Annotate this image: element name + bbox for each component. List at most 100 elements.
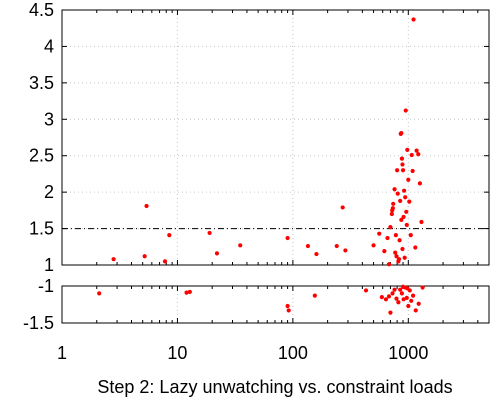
data-point xyxy=(404,222,409,228)
data-point xyxy=(403,108,408,113)
data-point xyxy=(379,295,384,300)
data-point xyxy=(392,187,397,192)
data-point xyxy=(406,177,411,182)
data-point xyxy=(395,168,400,173)
y-tick-label: 4.5 xyxy=(29,0,54,20)
data-point xyxy=(414,148,419,153)
data-point xyxy=(144,203,149,209)
upper-panel-frame xyxy=(61,9,490,266)
data-point xyxy=(305,243,311,249)
data-point xyxy=(391,201,396,206)
data-point xyxy=(184,290,189,295)
y-tick-label: -1 xyxy=(38,276,54,296)
x-tick-label: 1 xyxy=(57,343,67,363)
data-point xyxy=(388,310,393,315)
data-point xyxy=(399,291,405,296)
data-point xyxy=(286,308,291,313)
data-point xyxy=(285,235,290,241)
data-point xyxy=(399,217,404,222)
data-point xyxy=(416,301,421,306)
data-point xyxy=(409,152,414,158)
lower-panel: -1 -1.5 xyxy=(23,276,490,333)
data-point xyxy=(396,257,402,262)
data-point xyxy=(409,298,414,303)
data-point xyxy=(419,219,424,225)
data-point xyxy=(377,231,382,236)
data-point xyxy=(390,206,395,211)
lower-panel-frame xyxy=(61,285,490,324)
data-point xyxy=(398,287,403,292)
data-point xyxy=(399,156,405,161)
data-point xyxy=(187,289,192,295)
data-point xyxy=(207,230,212,236)
data-point xyxy=(394,296,399,301)
y-tick-label: 2.5 xyxy=(29,146,54,166)
data-point xyxy=(404,295,409,300)
data-point xyxy=(395,191,400,196)
upper-panel: 1 1.5 2 2.5 3 3.5 4 4.5 xyxy=(29,0,490,275)
data-point xyxy=(111,257,116,262)
data-point xyxy=(389,211,394,217)
y-tick-label: 4 xyxy=(44,36,54,56)
data-point xyxy=(97,291,102,296)
data-point xyxy=(314,251,319,257)
x-axis: 1 10 100 1000 xyxy=(57,343,428,363)
data-point xyxy=(162,259,168,264)
data-point xyxy=(410,293,416,298)
data-point xyxy=(413,308,418,313)
data-point xyxy=(420,285,425,290)
data-point xyxy=(142,254,147,259)
data-point xyxy=(371,243,376,248)
data-point xyxy=(400,246,405,252)
data-point xyxy=(392,287,397,292)
data-point xyxy=(408,233,413,238)
data-point xyxy=(399,131,404,136)
data-point xyxy=(405,286,410,291)
data-point xyxy=(238,243,243,248)
data-point xyxy=(396,300,401,305)
data-point xyxy=(401,297,406,302)
data-point xyxy=(398,198,403,203)
data-point xyxy=(386,294,392,299)
data-point xyxy=(407,199,412,204)
data-point xyxy=(406,303,411,309)
data-point xyxy=(386,262,392,267)
data-point xyxy=(400,168,406,173)
data-point xyxy=(402,255,407,260)
data-point xyxy=(334,243,339,249)
x-tick-label: 1000 xyxy=(388,343,428,363)
data-point xyxy=(413,245,418,250)
data-point xyxy=(385,235,390,241)
data-point xyxy=(340,205,345,210)
data-point xyxy=(383,297,389,302)
data-point xyxy=(214,251,220,256)
data-point xyxy=(393,250,398,255)
y-tick-label: 3 xyxy=(44,109,54,129)
data-point xyxy=(403,195,408,200)
y-tick-label: 1 xyxy=(44,255,54,275)
data-point xyxy=(400,162,405,167)
data-point xyxy=(390,291,395,296)
y-tick-label: 3.5 xyxy=(29,73,54,93)
y-tick-label: 2 xyxy=(44,182,54,202)
data-point xyxy=(388,225,393,230)
data-point xyxy=(382,249,387,254)
data-point xyxy=(401,214,406,220)
x-tick-label: 100 xyxy=(278,343,308,363)
data-point xyxy=(394,254,399,259)
y-tick-label: 1.5 xyxy=(29,219,54,239)
data-point xyxy=(397,238,402,243)
data-point xyxy=(402,188,407,193)
data-point xyxy=(405,147,410,152)
data-point xyxy=(393,233,398,238)
data-point xyxy=(343,248,348,253)
data-point xyxy=(312,293,317,298)
data-point xyxy=(363,288,369,293)
y-tick-label: -1.5 xyxy=(23,313,54,333)
data-point xyxy=(404,209,409,214)
data-point xyxy=(400,284,406,289)
data-point xyxy=(411,17,416,22)
data-point xyxy=(285,303,290,309)
data-point xyxy=(417,181,422,186)
x-axis-label: Step 2: Lazy unwatching vs. constraint l… xyxy=(97,377,452,397)
